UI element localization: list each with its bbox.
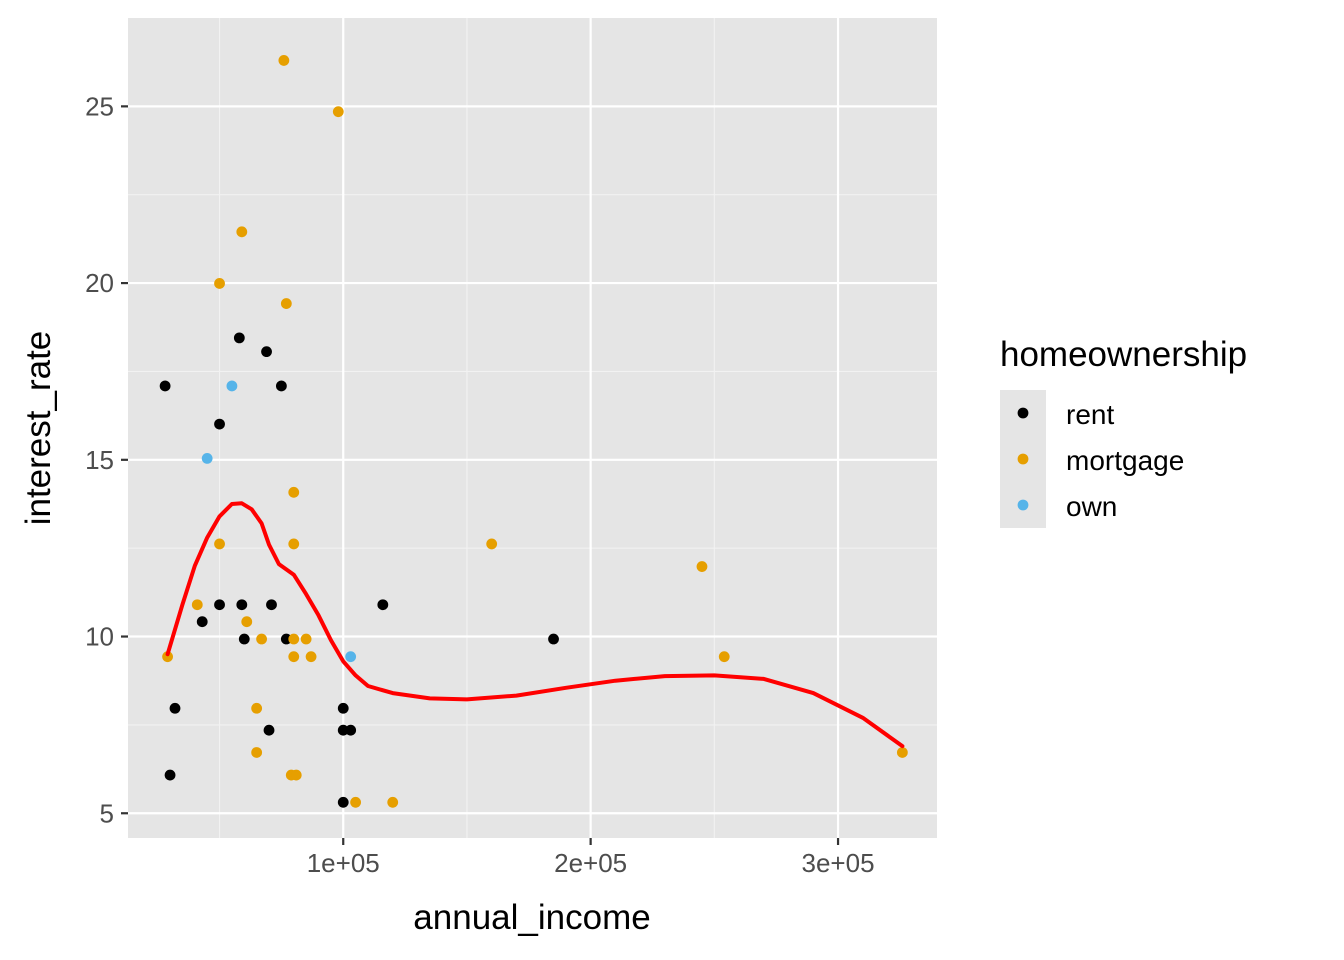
- data-point-mortgage: [288, 538, 300, 550]
- data-point-mortgage: [280, 298, 292, 309]
- data-point-rent: [337, 702, 349, 714]
- legend-title: homeownership: [1000, 335, 1247, 374]
- data-point-rent: [233, 332, 245, 344]
- data-point-own: [345, 651, 357, 663]
- data-points: [159, 55, 908, 808]
- legend-label-rent: rent: [1066, 399, 1114, 430]
- data-point-mortgage: [332, 106, 344, 118]
- data-point-rent: [377, 599, 389, 611]
- x-tick-label: 2e+05: [554, 848, 627, 878]
- data-point-mortgage: [696, 561, 708, 572]
- data-point-mortgage: [387, 796, 399, 808]
- data-point-mortgage: [214, 538, 225, 550]
- data-point-rent: [548, 633, 559, 645]
- data-point-mortgage: [251, 702, 263, 714]
- legend-label-own: own: [1066, 491, 1117, 522]
- data-point-mortgage: [718, 651, 730, 663]
- data-point-rent: [266, 599, 277, 611]
- data-point-rent: [169, 702, 181, 714]
- data-point-mortgage: [191, 599, 203, 611]
- data-point-mortgage: [288, 633, 300, 645]
- data-point-rent: [261, 346, 272, 358]
- data-point-mortgage: [214, 278, 225, 289]
- y-tick-label: 15: [85, 445, 114, 475]
- smooth-trend-line: [165, 501, 905, 749]
- legend-swatch-mortgage: [1017, 453, 1029, 465]
- data-point-mortgage: [350, 796, 362, 808]
- legend-swatch-own: [1017, 499, 1029, 511]
- data-point-own: [226, 380, 238, 392]
- y-tick-label: 25: [85, 91, 114, 121]
- data-point-mortgage: [305, 651, 317, 663]
- data-point-rent: [280, 633, 292, 645]
- panel-background: [128, 18, 937, 838]
- data-point-rent: [164, 769, 176, 781]
- y-tick-label: 20: [85, 268, 114, 298]
- data-point-mortgage: [241, 616, 253, 628]
- data-point-rent: [196, 616, 208, 628]
- data-point-rent: [238, 633, 250, 645]
- data-point-mortgage: [288, 486, 300, 498]
- x-tick-label: 3e+05: [802, 848, 875, 878]
- y-axis-title: interest_rate: [19, 331, 58, 526]
- data-point-mortgage: [288, 651, 300, 663]
- data-point-rent: [337, 724, 349, 736]
- data-point-own: [201, 452, 213, 464]
- data-point-mortgage: [256, 633, 267, 645]
- x-axis-title: annual_income: [413, 898, 650, 937]
- data-point-mortgage: [300, 633, 312, 645]
- data-point-mortgage: [486, 538, 498, 550]
- data-point-rent: [214, 418, 225, 430]
- x-tick-label: 1e+05: [307, 848, 380, 878]
- x-axis: 1e+05 2e+05 3e+05: [307, 838, 875, 878]
- data-point-rent: [159, 380, 171, 392]
- legend-swatch-rent: [1017, 407, 1029, 419]
- data-point-rent: [275, 380, 287, 392]
- data-point-rent: [345, 724, 357, 736]
- data-point-mortgage: [251, 747, 263, 758]
- data-point-mortgage: [290, 769, 302, 781]
- data-point-mortgage: [236, 226, 248, 238]
- minor-gridlines: [128, 18, 937, 838]
- smooth-trend-layer: [165, 501, 905, 749]
- data-point-rent: [236, 599, 248, 611]
- data-point-mortgage: [278, 55, 290, 66]
- data-point-mortgage: [896, 747, 908, 758]
- data-point-mortgage: [162, 651, 173, 663]
- data-point-rent: [214, 599, 225, 611]
- legend-label-mortgage: mortgage: [1066, 445, 1184, 476]
- legend: homeownership rent mortgage own: [1000, 335, 1247, 528]
- data-point-rent: [337, 796, 349, 808]
- data-point-rent: [263, 724, 275, 736]
- y-axis: 5 10 15 20 25: [85, 91, 128, 828]
- y-tick-label: 5: [100, 798, 114, 828]
- y-tick-label: 10: [85, 622, 114, 652]
